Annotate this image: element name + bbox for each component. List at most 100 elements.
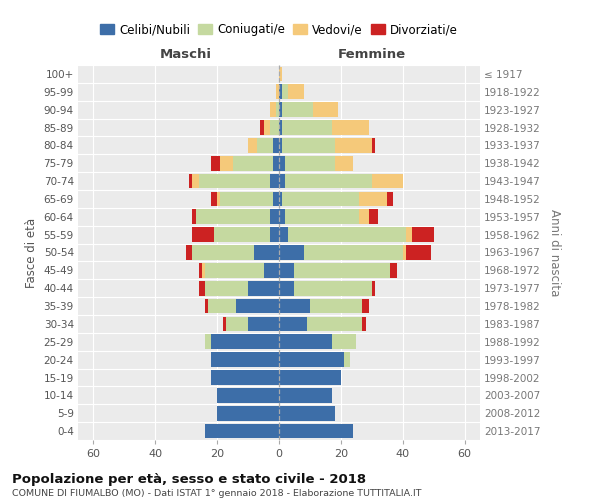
Bar bbox=[217, 192, 220, 206]
Bar bbox=[248, 316, 279, 331]
Bar bbox=[257, 138, 273, 152]
Bar bbox=[211, 370, 279, 385]
Bar bbox=[279, 120, 282, 135]
Bar bbox=[288, 228, 406, 242]
Bar bbox=[279, 370, 341, 385]
Bar bbox=[263, 263, 279, 278]
Bar bbox=[273, 138, 279, 152]
Bar bbox=[205, 298, 208, 314]
Text: Popolazione per età, sesso e stato civile - 2018: Popolazione per età, sesso e stato civil… bbox=[12, 472, 366, 486]
Legend: Celibi/Nubili, Coniugati/e, Vedovi/e, Divorziati/e: Celibi/Nubili, Coniugati/e, Vedovi/e, Di… bbox=[95, 18, 463, 41]
Bar bbox=[279, 84, 282, 99]
Bar bbox=[406, 245, 431, 260]
Bar bbox=[282, 192, 359, 206]
Bar bbox=[211, 334, 279, 349]
Bar bbox=[387, 192, 394, 206]
Bar bbox=[295, 281, 372, 295]
Bar bbox=[220, 192, 273, 206]
Bar bbox=[359, 192, 387, 206]
Bar bbox=[260, 120, 263, 135]
Bar bbox=[199, 263, 202, 278]
Text: COMUNE DI FIUMALBO (MO) - Dati ISTAT 1° gennaio 2018 - Elaborazione TUTTITALIA.I: COMUNE DI FIUMALBO (MO) - Dati ISTAT 1° … bbox=[12, 489, 421, 498]
Bar bbox=[279, 228, 288, 242]
Bar bbox=[403, 245, 406, 260]
Bar bbox=[270, 120, 279, 135]
Bar bbox=[236, 298, 279, 314]
Bar bbox=[288, 84, 304, 99]
Text: Femmine: Femmine bbox=[338, 48, 406, 62]
Bar bbox=[335, 138, 372, 152]
Bar bbox=[193, 210, 196, 224]
Bar bbox=[359, 210, 368, 224]
Bar bbox=[276, 102, 279, 117]
Bar bbox=[193, 228, 214, 242]
Bar bbox=[279, 316, 307, 331]
Bar bbox=[362, 316, 365, 331]
Bar bbox=[285, 210, 359, 224]
Bar bbox=[186, 245, 193, 260]
Bar bbox=[193, 174, 199, 188]
Bar bbox=[279, 66, 282, 81]
Bar bbox=[214, 228, 270, 242]
Bar bbox=[279, 192, 282, 206]
Bar bbox=[270, 210, 279, 224]
Y-axis label: Anni di nascita: Anni di nascita bbox=[548, 209, 561, 296]
Bar bbox=[208, 298, 236, 314]
Bar bbox=[368, 210, 378, 224]
Bar bbox=[332, 120, 368, 135]
Bar bbox=[279, 334, 332, 349]
Bar bbox=[223, 316, 226, 331]
Bar bbox=[279, 263, 295, 278]
Bar bbox=[391, 263, 397, 278]
Bar bbox=[285, 156, 335, 170]
Text: Maschi: Maschi bbox=[160, 48, 212, 62]
Bar bbox=[372, 138, 375, 152]
Y-axis label: Fasce di età: Fasce di età bbox=[25, 218, 38, 288]
Bar bbox=[295, 263, 391, 278]
Bar bbox=[279, 174, 285, 188]
Bar bbox=[193, 245, 254, 260]
Bar bbox=[226, 316, 248, 331]
Bar bbox=[307, 316, 362, 331]
Bar bbox=[190, 174, 193, 188]
Bar bbox=[282, 138, 335, 152]
Bar bbox=[279, 352, 344, 367]
Bar bbox=[199, 174, 270, 188]
Bar bbox=[372, 174, 403, 188]
Bar bbox=[279, 388, 332, 402]
Bar bbox=[205, 424, 279, 438]
Bar bbox=[279, 424, 353, 438]
Bar bbox=[217, 388, 279, 402]
Bar bbox=[285, 174, 372, 188]
Bar bbox=[276, 84, 279, 99]
Bar bbox=[205, 334, 211, 349]
Bar bbox=[282, 84, 288, 99]
Bar bbox=[335, 156, 353, 170]
Bar bbox=[279, 102, 282, 117]
Bar bbox=[211, 352, 279, 367]
Bar bbox=[313, 102, 338, 117]
Bar bbox=[211, 192, 217, 206]
Bar bbox=[279, 245, 304, 260]
Bar bbox=[254, 245, 279, 260]
Bar bbox=[412, 228, 434, 242]
Bar bbox=[279, 210, 285, 224]
Bar bbox=[279, 298, 310, 314]
Bar bbox=[248, 281, 279, 295]
Bar bbox=[279, 138, 282, 152]
Bar bbox=[372, 281, 375, 295]
Bar bbox=[273, 156, 279, 170]
Bar bbox=[196, 210, 270, 224]
Bar bbox=[362, 298, 368, 314]
Bar bbox=[220, 156, 233, 170]
Bar bbox=[202, 263, 205, 278]
Bar bbox=[279, 281, 295, 295]
Bar bbox=[406, 228, 412, 242]
Bar bbox=[233, 156, 273, 170]
Bar bbox=[310, 298, 362, 314]
Bar bbox=[217, 406, 279, 420]
Bar bbox=[205, 281, 248, 295]
Bar bbox=[270, 228, 279, 242]
Bar bbox=[282, 102, 313, 117]
Bar bbox=[270, 102, 276, 117]
